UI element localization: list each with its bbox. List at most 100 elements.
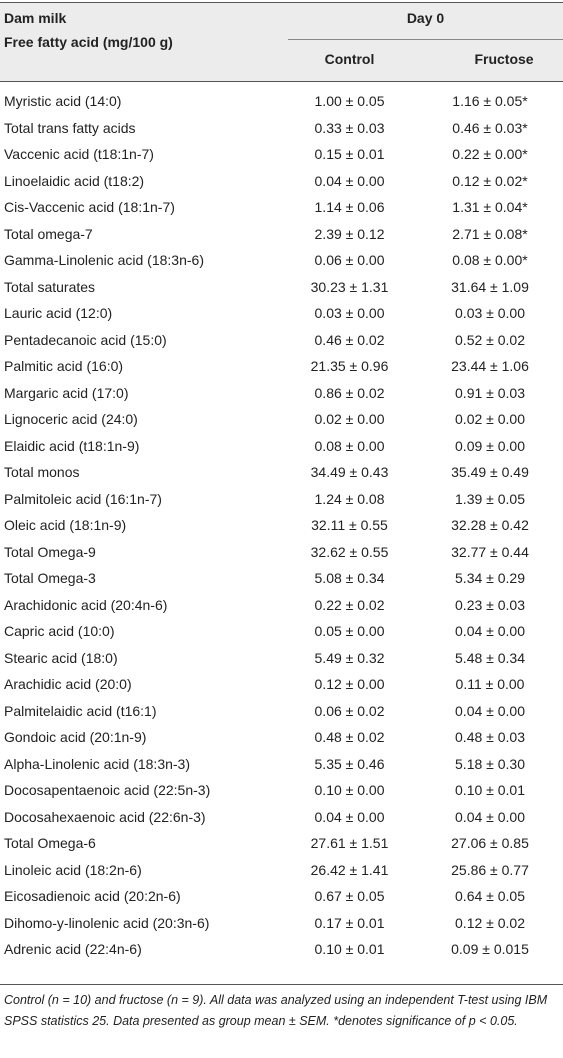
row-label: Linoleic acid (18:2n-6) [4,861,142,878]
table-row: Linoelaidic acid (t18:2) 0.04 ± 0.00 0.12 … [0,168,563,195]
table-row: Vaccenic acid (t18:1n-7) 0.15 ± 0.01 0.22 … [0,141,563,168]
cell-value: 0.04 ± 0.00 [455,808,525,825]
row-label: Vaccenic acid (t18:1n-7) [4,146,154,163]
cell-value: 1.16 ± 0.05* [452,93,528,110]
table-row: Alpha-Linolenic acid (18:3n-3) 5.35 ± 0.4… [0,751,563,778]
table-row: Total omega-7 2.39 ± 0.12 2.71 ± 0.08* [0,221,563,248]
row-label: Myristic acid (14:0) [4,93,122,110]
row-label: Total Omega-9 [4,543,96,560]
table-row: Total Omega-9 32.62 ± 0.55 32.77 ± 0.44 [0,539,563,566]
cell-value: 0.02 ± 0.00 [455,411,525,428]
cell-value: 0.15 ± 0.01 [314,146,385,163]
cell-value: 5.18 ± 0.30 [455,755,525,772]
column-header: Control [324,51,375,67]
column-header: Fructose [474,51,534,67]
table-row: Pentadecanoic acid (15:0) 0.46 ± 0.02 0.52… [0,327,563,354]
row-label: Dihomo-y-linolenic acid (20:3n-6) [4,914,210,931]
table-header: Dam milk Free fatty acid (mg/100 g) Day … [0,2,563,82]
cell-value: 0.10 ± 0.01 [314,941,385,958]
cell-value: 32.62 ± 0.55 [310,543,389,560]
cell-value: 0.06 ± 0.00 [314,252,385,269]
table-row: Dihomo-y-linolenic acid (20:3n-6) 0.17 ± … [0,910,563,937]
row-label: Total Omega-6 [4,835,96,852]
row-label: Gamma-Linolenic acid (18:3n-6) [4,252,204,269]
cell-value: 0.17 ± 0.01 [314,914,385,931]
table-row: Palmitelaidic acid (t16:1) 0.06 ± 0.02 0.0… [0,698,563,725]
table-row: Palmitic acid (16:0) 21.35 ± 0.96 23.44 ± … [0,353,563,380]
table-row: Total saturates 30.23 ± 1.31 31.64 ± 1.09 [0,274,563,301]
table-row: Cis-Vaccenic acid (18:1n-7) 1.14 ± 0.06 1.… [0,194,563,221]
row-label: Palmitic acid (16:0) [4,358,124,375]
cell-value: 0.04 ± 0.00 [314,808,385,825]
table-row: Stearic acid (18:0) 5.49 ± 0.32 5.48 ± 0.3… [0,645,563,672]
cell-value: 5.48 ± 0.34 [455,649,525,666]
cell-value: 1.24 ± 0.08 [314,490,385,507]
cell-value: 23.44 ± 1.06 [451,358,529,375]
cell-value: 0.08 ± 0.00 [314,437,385,454]
cell-value: 0.22 ± 0.00* [452,146,528,163]
row-label: Cis-Vaccenic acid (18:1n-7) [4,199,175,216]
row-label: Total saturates [4,278,96,295]
cell-value: 0.48 ± 0.03 [455,729,525,746]
cell-value: 35.49 ± 0.49 [451,464,529,481]
cell-value: 0.09 ± 0.00 [455,437,525,454]
row-label: Total trans fatty acids [4,119,136,136]
group-rule [288,39,563,40]
row-subtitle: Free fatty acid (mg/100 g) [4,34,173,50]
cell-value: 0.12 ± 0.02 [455,914,525,931]
row-label: Linoelaidic acid (t18:2) [4,172,145,189]
row-label: Margaric acid (17:0) [4,384,129,401]
row-label: Total monos [4,464,80,481]
table-row: Adrenic acid (22:4n-6) 0.10 ± 0.01 0.09 ± … [0,936,563,963]
group-header: Day 0 [406,10,445,26]
cell-value: 2.71 ± 0.08* [452,225,528,242]
cell-value: 0.11 ± 0.00 [455,676,525,693]
data-table: Myristic acid (14:0) 1.00 ± 0.05 1.16 ± 0.… [0,88,563,963]
cell-value: 0.05 ± 0.00 [314,623,385,640]
table-row: Total trans fatty acids 0.33 ± 0.03 0.46 ±… [0,115,563,142]
cell-value: 0.22 ± 0.02 [314,596,385,613]
cell-value: 31.64 ± 1.09 [451,278,529,295]
cell-value: 0.46 ± 0.02 [314,331,385,348]
row-label: Eicosadienoic acid (20:2n-6) [4,888,181,905]
row-label: Capric acid (10:0) [4,623,115,640]
cell-value: 0.08 ± 0.00* [452,252,528,269]
cell-value: 0.86 ± 0.02 [314,384,385,401]
cell-value: 0.46 ± 0.03* [452,119,528,136]
table-row: Oleic acid (18:1n-9) 32.11 ± 0.55 32.28 ± … [0,512,563,539]
cell-value: 0.33 ± 0.03 [314,119,385,136]
table-row: Docosapentaenoic acid (22:5n-3) 0.10 ± 0.… [0,777,563,804]
cell-value: 0.03 ± 0.00 [314,305,385,322]
table-row: Total monos 34.49 ± 0.43 35.49 ± 0.49 [0,459,563,486]
cell-value: 1.39 ± 0.05 [455,490,525,507]
cell-value: 5.35 ± 0.46 [314,755,385,772]
cell-value: 0.06 ± 0.02 [314,702,385,719]
cell-value: 0.04 ± 0.00 [455,702,525,719]
row-label: Alpha-Linolenic acid (18:3n-3) [4,755,190,772]
cell-value: 1.31 ± 0.04* [452,199,528,216]
cell-value: 0.48 ± 0.02 [314,729,385,746]
cell-value: 2.39 ± 0.12 [314,225,385,242]
cell-value: 1.00 ± 0.05 [314,93,385,110]
cell-value: 5.08 ± 0.34 [314,570,385,587]
row-label: Adrenic acid (22:4n-6) [4,941,142,958]
row-label: Elaidic acid (t18:1n-9) [4,437,140,454]
table-row: Total Omega-3 5.08 ± 0.34 5.34 ± 0.29 [0,565,563,592]
cell-value: 0.04 ± 0.00 [314,172,385,189]
table-row: Margaric acid (17:0) 0.86 ± 0.02 0.91 ± 0.… [0,380,563,407]
cell-value: 25.86 ± 0.77 [451,861,529,878]
cell-value: 26.42 ± 1.41 [310,861,389,878]
row-label: Palmitelaidic acid (t16:1) [4,702,157,719]
row-label: Docosahexaenoic acid (22:6n-3) [4,808,206,825]
table-row: Total Omega-6 27.61 ± 1.51 27.06 ± 0.85 [0,830,563,857]
cell-value: 0.12 ± 0.02* [452,172,528,189]
cell-value: 0.04 ± 0.00 [455,623,525,640]
table-row: Gondoic acid (20:1n-9) 0.48 ± 0.02 0.48 ± … [0,724,563,751]
table-row: Lignoceric acid (24:0) 0.02 ± 0.00 0.02 ± … [0,406,563,433]
cell-value: 0.02 ± 0.00 [314,411,385,428]
table-row: Palmitoleic acid (16:1n-7) 1.24 ± 0.08 1.3… [0,486,563,513]
table-row: Docosahexaenoic acid (22:6n-3) 0.04 ± 0.0… [0,804,563,831]
cell-value: 0.10 ± 0.01 [455,782,525,799]
cell-value: 27.61 ± 1.51 [310,835,389,852]
